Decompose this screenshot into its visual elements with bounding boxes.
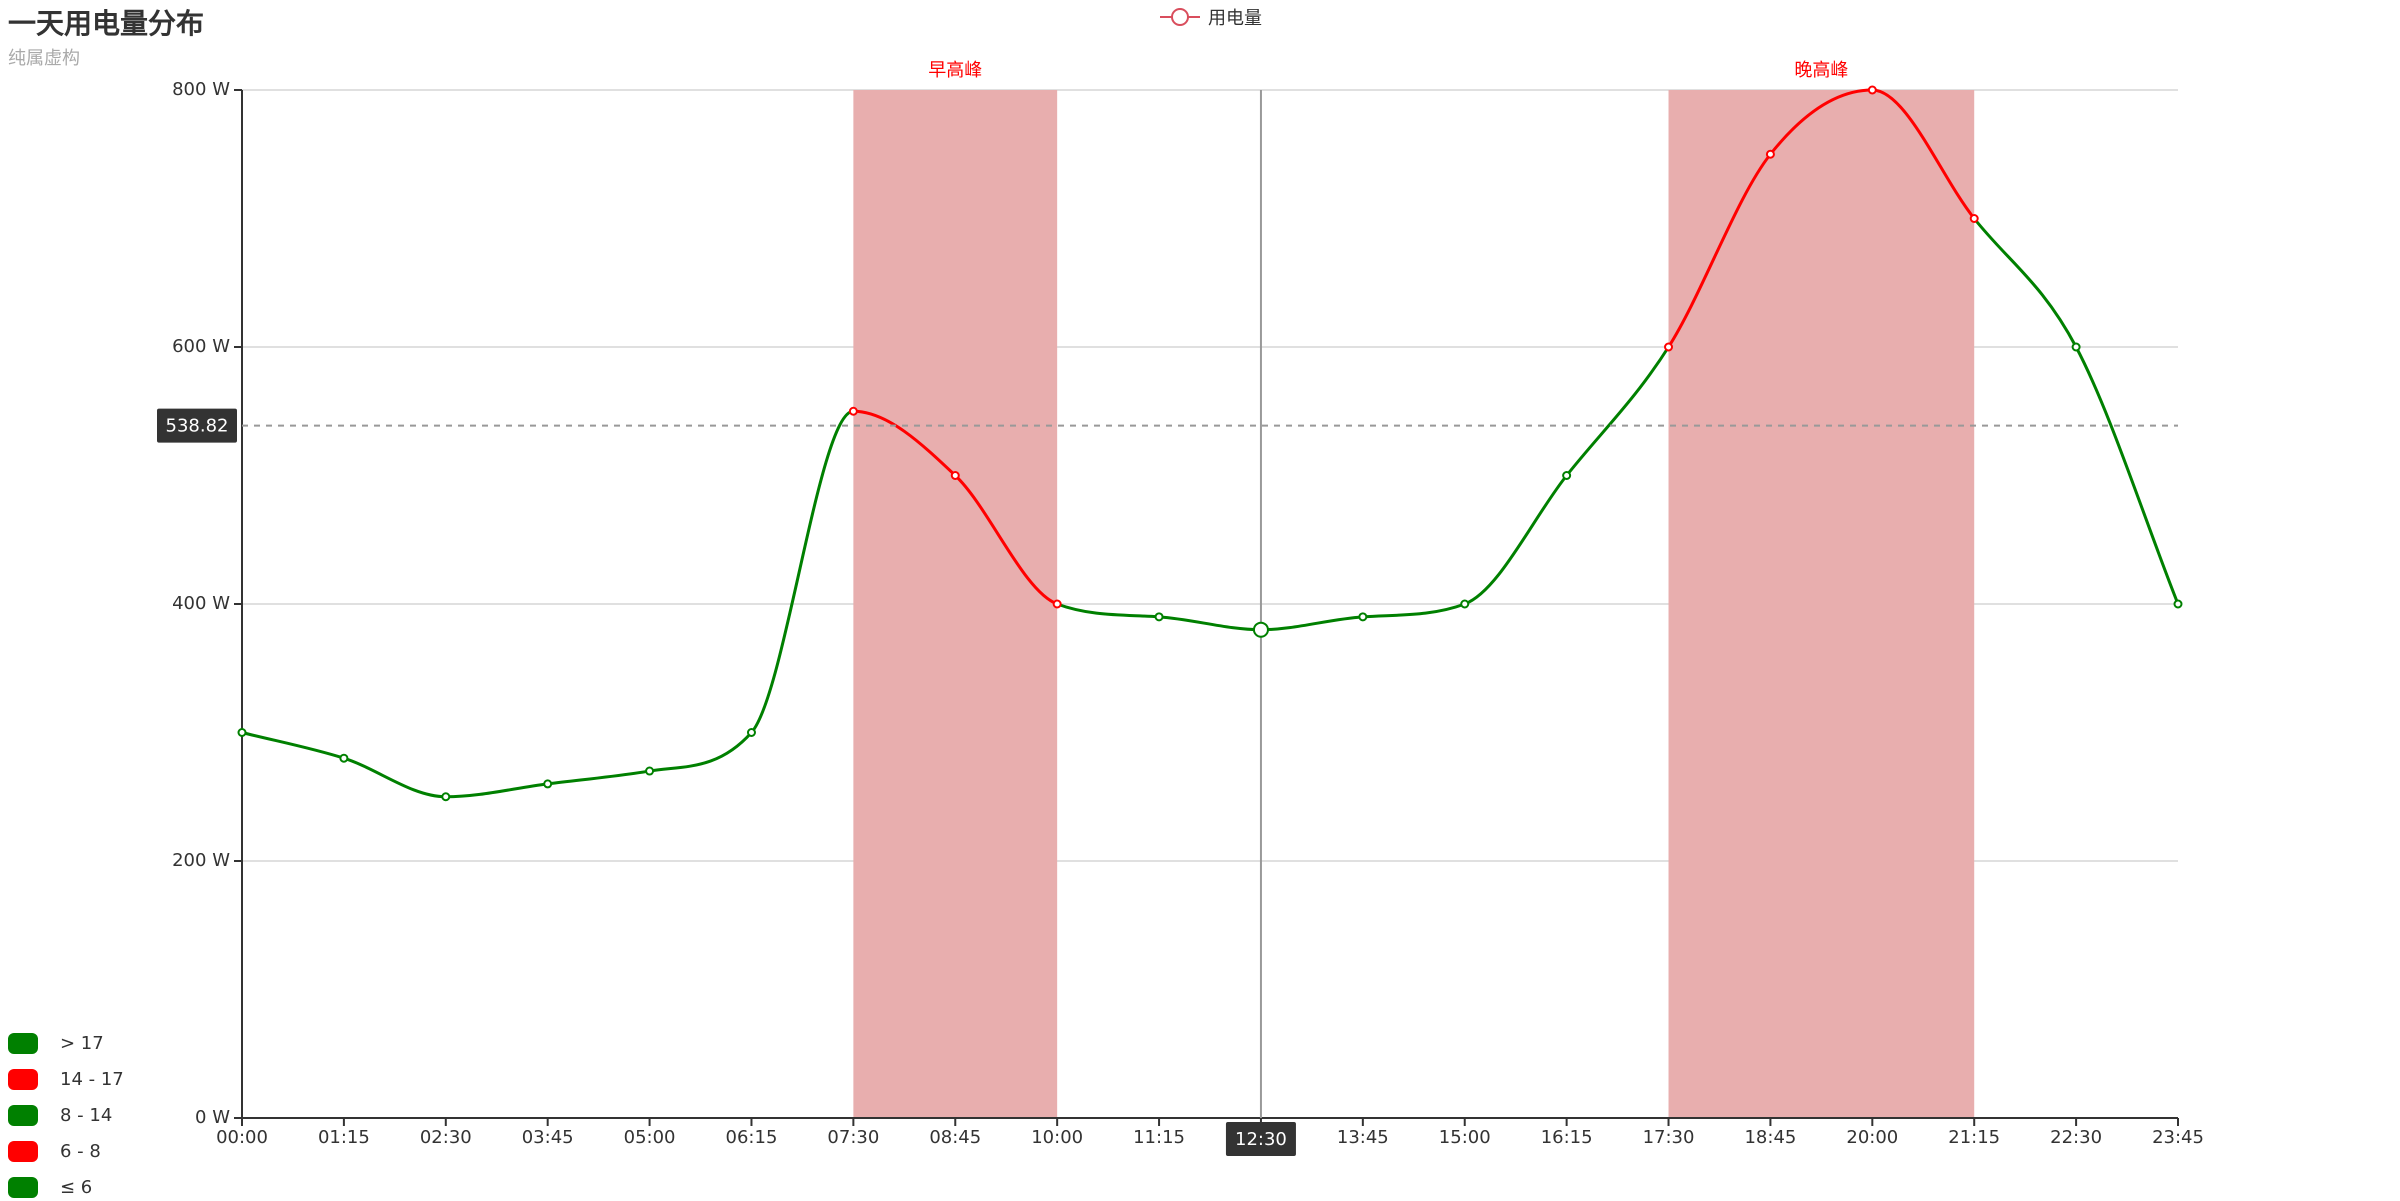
data-point (543, 779, 553, 789)
chart-title: 一天用电量分布 (8, 7, 205, 40)
series-line (1973, 217, 2180, 605)
visual-map-item[interactable]: 6 - 8 (8, 1137, 101, 1165)
visual-map-label: > 17 (60, 1032, 104, 1054)
data-point (1052, 599, 1062, 609)
y-tick-label: 200 W (172, 850, 230, 871)
legend-line-circle-icon (1160, 8, 1200, 26)
x-tick-label: 13:45 (1337, 1127, 1389, 1148)
x-tick-label: 18:45 (1744, 1127, 1796, 1148)
data-point (2173, 599, 2183, 609)
data-point (848, 406, 858, 416)
x-tick-label: 15:00 (1439, 1127, 1491, 1148)
data-point (339, 753, 349, 763)
axis-pointer-y-label: 538.82 (166, 416, 229, 437)
data-point (237, 728, 247, 737)
visual-map-label: 14 - 17 (60, 1068, 124, 1090)
series-line (1056, 346, 1670, 632)
data-point (441, 792, 451, 802)
data-point (1765, 149, 1775, 159)
x-tick-label: 08:45 (929, 1127, 981, 1148)
x-tick-label: 06:15 (726, 1127, 778, 1148)
x-tick-label: 03:45 (522, 1127, 574, 1148)
visual-map-swatch (8, 1068, 38, 1090)
x-tick-label: 20:00 (1846, 1127, 1898, 1148)
visual-map-item[interactable]: > 17 (8, 1029, 104, 1057)
visual-map-label: ≤ 6 (60, 1176, 93, 1198)
data-point (1460, 599, 1470, 609)
x-tick-label: 05:00 (624, 1127, 676, 1148)
visual-map-swatch (8, 1104, 38, 1126)
x-tick-label: 17:30 (1643, 1127, 1695, 1148)
legend-item-power[interactable]: 用电量 (1160, 2, 1262, 32)
data-point (1664, 342, 1674, 352)
series-line (1667, 88, 1976, 348)
mark-area-label: 晚高峰 (1794, 60, 1848, 81)
y-tick-label: 800 W (172, 79, 230, 100)
x-tick-label: 22:30 (2050, 1127, 2102, 1148)
y-tick-label: 0 W (195, 1107, 230, 1128)
data-point (2071, 342, 2081, 352)
data-point (645, 766, 655, 776)
visual-map-swatch (8, 1140, 38, 1162)
x-tick-label: 11:15 (1133, 1127, 1185, 1148)
legend-label: 用电量 (1208, 8, 1262, 29)
x-tick-label: 21:15 (1948, 1127, 2000, 1148)
mark-area (1668, 90, 1975, 1118)
data-point (1358, 612, 1368, 622)
data-point (1562, 471, 1572, 480)
series-line (241, 409, 854, 799)
mark-area-label: 早高峰 (928, 60, 982, 81)
axis-pointer-x-label-bg (1225, 1122, 1296, 1156)
x-tick-label: 23:45 (2152, 1127, 2204, 1148)
axis-pointer-x-label: 12:30 (1235, 1129, 1287, 1150)
chart-subtitle: 纯属虚构 (8, 48, 80, 69)
data-point (1154, 612, 1164, 622)
visual-map-label: 8 - 14 (60, 1104, 113, 1126)
data-point (1969, 214, 1979, 223)
x-tick-label: 10:00 (1031, 1127, 1083, 1148)
visual-map-swatch (8, 1032, 38, 1054)
data-point (950, 471, 960, 480)
y-tick-label: 600 W (172, 336, 230, 357)
x-tick-label: 07:30 (827, 1127, 879, 1148)
visual-map-item[interactable]: 14 - 17 (8, 1065, 124, 1093)
y-tick-label: 400 W (172, 593, 230, 614)
data-point (1867, 85, 1877, 95)
x-tick-label: 02:30 (420, 1127, 472, 1148)
visual-map-swatch (8, 1176, 38, 1198)
data-point (746, 728, 756, 737)
visual-map-item[interactable]: 8 - 14 (8, 1101, 112, 1129)
x-tick-label: 00:00 (216, 1127, 268, 1148)
axis-pointer-y-label-bg (157, 408, 237, 443)
visual-map-label: 6 - 8 (60, 1140, 101, 1162)
mark-area (853, 90, 1058, 1118)
data-point (1252, 621, 1269, 638)
visual-map-item[interactable]: ≤ 6 (8, 1173, 92, 1201)
x-tick-label: 16:15 (1541, 1127, 1593, 1148)
x-tick-label: 01:15 (318, 1127, 370, 1148)
